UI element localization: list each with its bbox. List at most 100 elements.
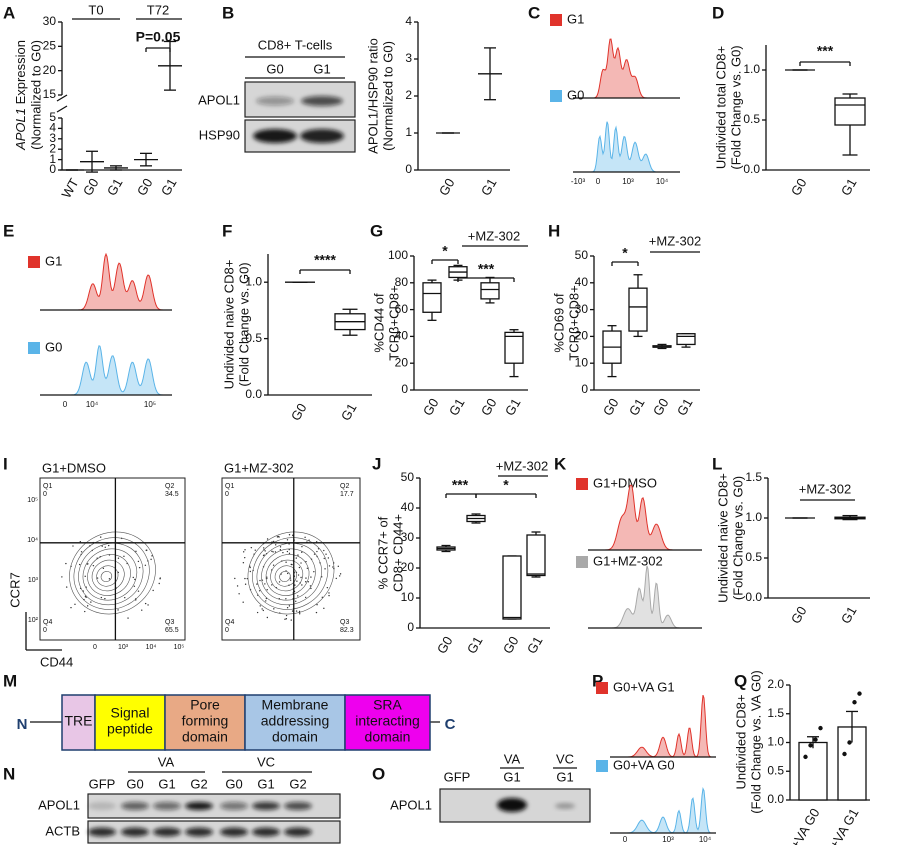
flow-dot xyxy=(137,590,140,592)
flow-dot xyxy=(285,598,287,600)
blot-band xyxy=(256,96,294,106)
panel-letter: C xyxy=(528,3,540,22)
flow-dot xyxy=(338,575,341,577)
blot-band xyxy=(284,827,312,837)
flow-dot xyxy=(323,607,325,610)
lane-label: GFP xyxy=(89,776,116,791)
panel-letter: I xyxy=(3,454,8,473)
quadrant-name: Q3 xyxy=(340,619,349,626)
flow-dot xyxy=(323,557,325,560)
flow-dot xyxy=(101,545,103,547)
flow-dot xyxy=(249,570,252,573)
flow-dot xyxy=(308,539,310,541)
panel-letter: F xyxy=(222,221,232,240)
panel-letter: B xyxy=(222,3,234,22)
y-tick-label: 100 xyxy=(388,248,408,262)
flow-dot xyxy=(117,609,119,611)
flow-dot xyxy=(286,606,289,609)
box xyxy=(676,333,696,346)
flow-dot xyxy=(141,609,143,611)
lane-label: G0 xyxy=(126,776,143,791)
box xyxy=(834,97,866,126)
contour xyxy=(265,554,310,596)
y-axis-label: %CD44 of xyxy=(371,293,386,353)
x-tick-label: G1 xyxy=(338,401,360,424)
flow-dot xyxy=(151,555,153,557)
lane-label: GFP xyxy=(444,769,471,784)
legend-label: G0 xyxy=(567,87,584,102)
flow-dot xyxy=(244,549,246,551)
flow-dot xyxy=(266,588,268,591)
lane-label: G1 xyxy=(556,769,573,784)
blot-band xyxy=(153,827,181,837)
y-axis-label: Undivided naive CD8+ xyxy=(715,473,730,603)
flow-dot xyxy=(256,611,259,614)
flow-dot xyxy=(297,554,299,556)
y-tick-label: 30 xyxy=(43,14,57,28)
group-label: T72 xyxy=(147,2,169,17)
lane-label: G2 xyxy=(289,776,306,791)
blot-band xyxy=(300,129,344,143)
flow-dot xyxy=(84,610,86,613)
domain-label: peptide xyxy=(107,721,153,737)
domain-label: SRA xyxy=(373,697,402,713)
flow-dot xyxy=(242,561,245,564)
legend-label: G1 xyxy=(567,11,584,26)
x-tick-label: G0 xyxy=(600,396,622,419)
y-tick-label: 0.0 xyxy=(245,387,262,401)
flow-dot xyxy=(284,618,286,621)
row-label: APOL1 xyxy=(390,797,432,812)
y-axis-label: (Fold Change vs. G0) xyxy=(730,476,745,600)
x-tick-label: G1 xyxy=(626,396,648,419)
legend-label: G0+VA G1 xyxy=(613,679,675,694)
x-tick-label: G1 xyxy=(478,176,500,199)
flow-dot xyxy=(298,566,301,569)
x-tick-label: G1 xyxy=(158,176,180,199)
x-tick-label: 10⁴ xyxy=(86,400,99,409)
flow-dot xyxy=(328,592,330,594)
blot-band xyxy=(185,827,213,837)
flow-dot xyxy=(300,562,302,564)
y-tick-label: 50 xyxy=(575,248,589,262)
flow-dot xyxy=(249,566,251,569)
flow-dot xyxy=(298,610,301,613)
legend-swatch xyxy=(576,478,588,490)
y-tick-label: 25 xyxy=(43,39,57,53)
x-tick-label: G1 xyxy=(464,634,486,657)
flow-dot xyxy=(108,578,111,580)
domain xyxy=(344,694,431,751)
flow-dot xyxy=(99,536,102,538)
flow-dot xyxy=(327,557,330,559)
flow-dot xyxy=(288,552,291,555)
flow-dot xyxy=(134,578,136,581)
flow-dot xyxy=(262,609,265,612)
flow-dot xyxy=(335,577,337,580)
flow-dot xyxy=(244,556,246,559)
data-point xyxy=(808,743,813,748)
panel-letter: N xyxy=(3,764,15,783)
x-tick-label: 10³ xyxy=(662,835,674,844)
lane-label: G0 xyxy=(266,61,283,76)
box xyxy=(504,331,524,364)
annotation: *** xyxy=(452,477,469,493)
quadrant-value: 34.5 xyxy=(165,491,179,498)
row-label: HSP90 xyxy=(199,127,240,142)
domain xyxy=(94,694,166,751)
y-tick-label: 10⁵ xyxy=(27,497,38,504)
y-axis-label: (Normalized to G0) xyxy=(380,41,395,151)
flow-dot xyxy=(285,561,287,563)
treatment-label: +MZ-302 xyxy=(799,481,851,496)
panel-letter: M xyxy=(3,671,17,690)
x-tick-label: G0 xyxy=(650,396,672,419)
blot-band xyxy=(121,827,149,837)
flow-dot xyxy=(285,614,288,617)
flow-dot xyxy=(265,600,267,602)
contour xyxy=(78,542,144,606)
flow-dot xyxy=(294,584,296,586)
x-tick-label: G0 xyxy=(788,604,810,627)
flow-dot xyxy=(282,551,284,554)
treatment-label: +MZ-302 xyxy=(496,458,548,473)
quadrant-value: 65.5 xyxy=(165,627,179,634)
flow-dot xyxy=(273,608,275,610)
flow-dot xyxy=(278,581,281,583)
